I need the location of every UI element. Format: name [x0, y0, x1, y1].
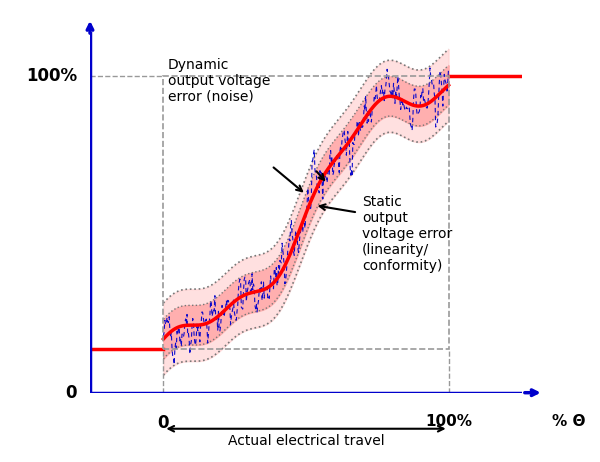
Text: Dynamic
output voltage
error (noise): Dynamic output voltage error (noise) [168, 58, 270, 104]
Bar [163, 76, 449, 349]
Text: % Θ: % Θ [552, 414, 586, 429]
Text: 0: 0 [158, 414, 169, 432]
Text: Actual electrical travel: Actual electrical travel [227, 434, 385, 448]
Text: 100%: 100% [26, 67, 77, 85]
Text: Static
output
voltage error
(linearity/
conformity): Static output voltage error (linearity/ … [362, 195, 452, 274]
Text: 100%: 100% [425, 414, 472, 429]
Text: 0: 0 [65, 384, 77, 401]
